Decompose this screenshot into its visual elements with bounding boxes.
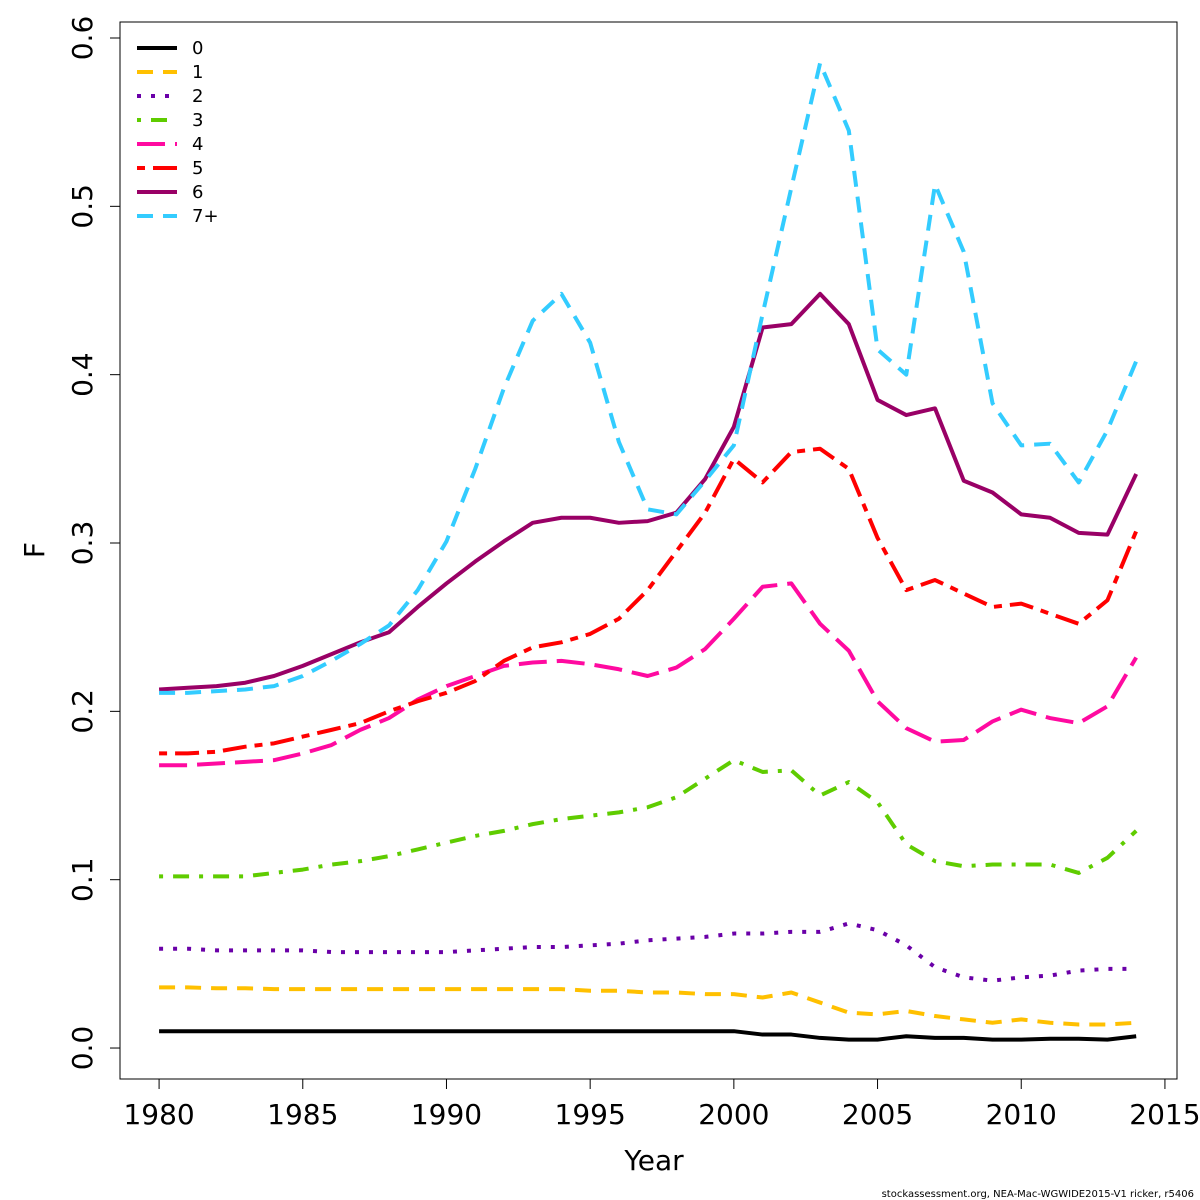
caption: stockassessment.org, NEA-Mac-WGWIDE2015-… [882, 1189, 1194, 1200]
legend-label: 2 [192, 86, 203, 107]
y-tick-label: 0.4 [66, 352, 99, 397]
legend-label: 7+ [192, 206, 219, 227]
x-tick-label: 1995 [555, 1098, 626, 1131]
x-tick-label: 1980 [123, 1098, 194, 1131]
series-line [159, 61, 1139, 695]
legend-label: 0 [192, 38, 203, 59]
x-tick-label: 2000 [698, 1098, 769, 1131]
x-tick-label: 2015 [1129, 1098, 1200, 1131]
y-tick-label: 0.1 [66, 857, 99, 902]
series-line [159, 921, 1137, 983]
series-line [159, 446, 1139, 756]
series-line [159, 758, 1138, 879]
x-tick-label: 1985 [267, 1098, 338, 1131]
legend-label: 6 [192, 182, 203, 203]
plot-frame [119, 21, 1178, 1080]
x-tick-label: 2005 [842, 1098, 913, 1131]
y-tick-label: 0.2 [66, 689, 99, 734]
y-tick-label: 0.6 [66, 16, 99, 61]
x-tick-label: 1990 [411, 1098, 482, 1131]
series-line [159, 1029, 1137, 1042]
x-axis-label: Year [623, 1144, 684, 1177]
series-line [159, 581, 1138, 768]
y-axis-label: F [18, 542, 51, 558]
y-tick-label: 0.3 [66, 521, 99, 566]
y-tick-label: 0.0 [66, 1026, 99, 1071]
series-line [158, 291, 1138, 692]
legend-label: 3 [192, 110, 203, 131]
x-tick-label: 2010 [986, 1098, 1057, 1131]
legend-label: 4 [192, 134, 203, 155]
series-line [159, 985, 1137, 1027]
legend-label: 5 [192, 158, 203, 179]
y-tick-label: 0.5 [66, 184, 99, 229]
legend-label: 1 [192, 62, 203, 83]
